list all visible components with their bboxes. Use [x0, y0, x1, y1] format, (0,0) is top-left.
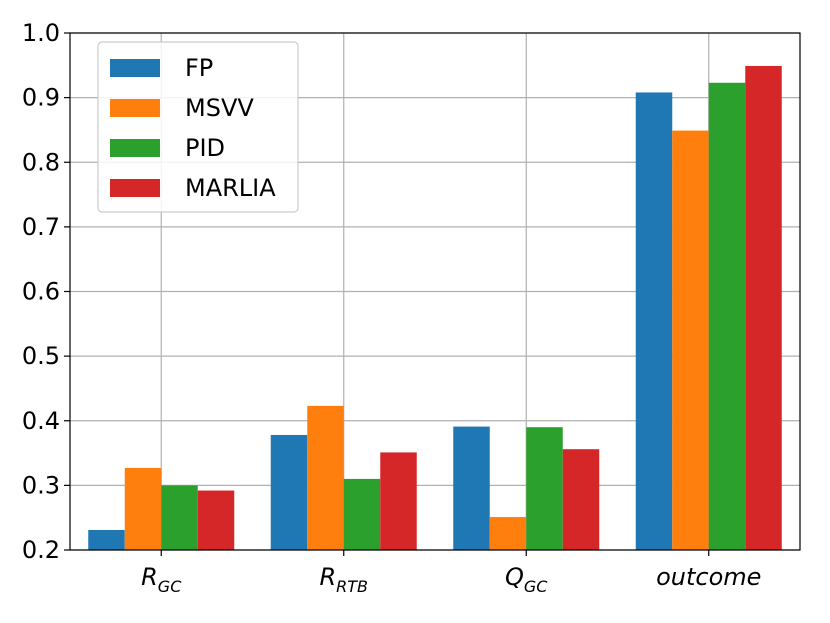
- legend-swatch-msvv: [110, 99, 160, 117]
- bar-pid-2: [526, 427, 563, 550]
- legend-swatch-marlia: [110, 179, 160, 197]
- bar-fp-2: [453, 426, 490, 550]
- bar-marlia-3: [745, 65, 782, 551]
- y-tick-label: 0.3: [22, 471, 60, 499]
- legend-label-msvv: MSVV: [185, 94, 254, 122]
- legend-swatch-fp: [110, 59, 160, 77]
- x-tick-label: outcome: [656, 563, 761, 591]
- y-tick-label: 0.4: [22, 407, 60, 435]
- bar-pid-0: [161, 485, 198, 550]
- y-tick-label: 0.5: [22, 342, 60, 370]
- y-tick-label: 0.6: [22, 278, 60, 306]
- x-tick-label: RGC: [141, 563, 182, 596]
- bar-marlia-2: [562, 449, 600, 550]
- bar-pid-3: [708, 82, 746, 550]
- legend-label-fp: FP: [185, 54, 213, 82]
- y-tick-label: 1.0: [22, 19, 60, 47]
- bar-fp-3: [635, 92, 673, 550]
- legend-label-marlia: MARLIA: [185, 174, 276, 202]
- bar-msvv-0: [124, 467, 162, 550]
- y-tick-label: 0.2: [22, 536, 60, 564]
- bar-pid-1: [343, 478, 381, 550]
- bar-marlia-1: [380, 452, 417, 550]
- y-tick-label: 0.7: [22, 213, 60, 241]
- legend-box: [97, 41, 299, 213]
- bar-marlia-0: [197, 490, 235, 550]
- bar-msvv-2: [489, 517, 527, 550]
- y-tick-label: 0.9: [22, 84, 60, 112]
- y-tick-label: 0.8: [22, 148, 60, 176]
- y-axis: 0.2 0.3 0.4 0.5 0.6 0.7 0.8 0.9 1.0: [22, 19, 70, 564]
- x-axis: RGC RRTB QGC outcome: [141, 550, 761, 596]
- legend: FP MSVV PID MARLIA: [97, 41, 299, 213]
- bar-msvv-1: [307, 405, 344, 550]
- bar-msvv-3: [672, 130, 709, 551]
- bar-fp-1: [270, 434, 308, 550]
- bars: [88, 65, 782, 551]
- x-tick-label: RRTB: [319, 563, 368, 596]
- bar-fp-0: [88, 529, 125, 550]
- legend-swatch-pid: [110, 139, 160, 157]
- legend-label-pid: PID: [185, 134, 225, 162]
- x-tick-label: QGC: [505, 563, 548, 596]
